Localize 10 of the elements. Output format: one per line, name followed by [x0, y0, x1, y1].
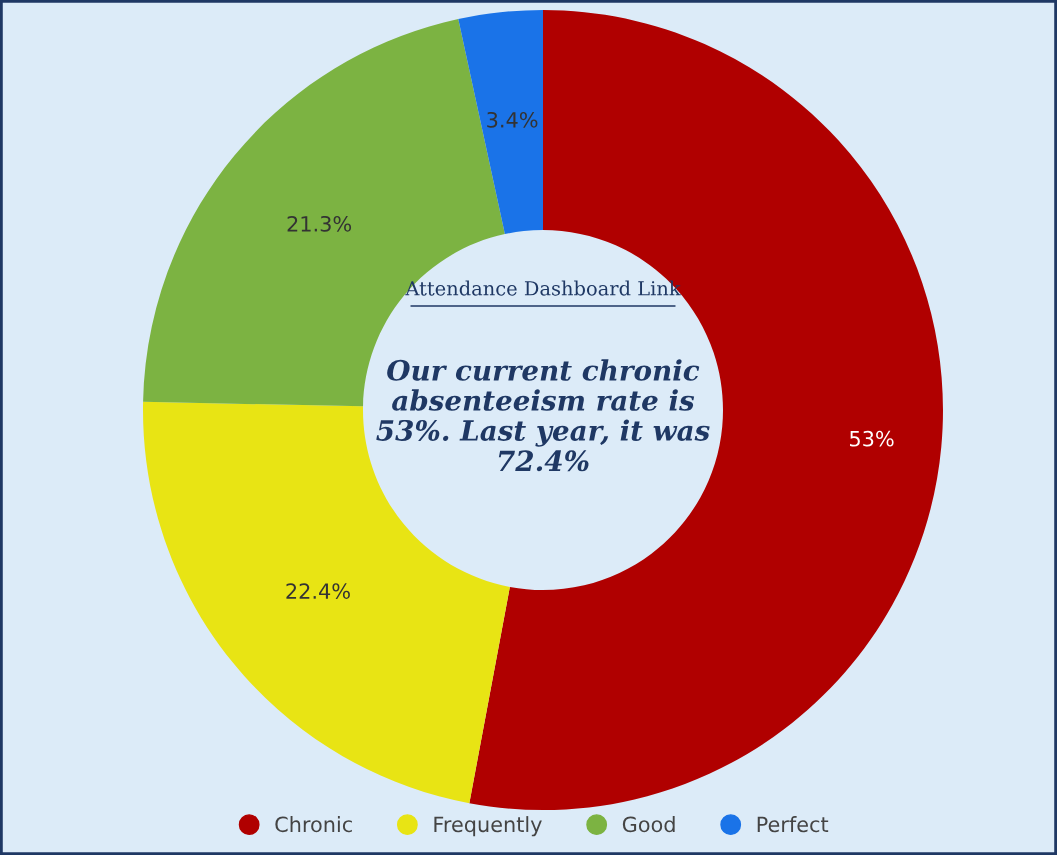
data-label: 21.3%: [287, 215, 352, 232]
text: Our current chronic absenteeism rate is 53%. Last year, it was 72.4%: [376, 359, 710, 472]
data-label: 3.4%: [487, 111, 538, 128]
data-label: 53%: [850, 430, 894, 447]
data-label: 22.4%: [286, 583, 350, 599]
donut-slice: [458, 10, 543, 235]
legend-label: Chronic: [275, 816, 352, 833]
legend-label: Good: [622, 816, 675, 833]
legend-label: Perfect: [757, 816, 829, 833]
legend-label: Frequently: [434, 816, 542, 837]
